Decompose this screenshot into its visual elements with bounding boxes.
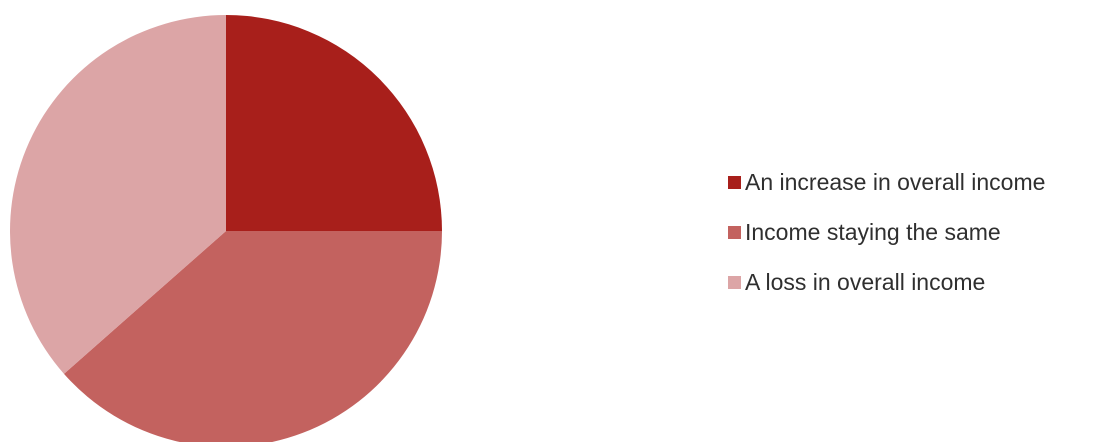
legend-swatch-loss (728, 275, 741, 289)
legend-label-increase: An increase in overall income (745, 168, 1046, 195)
legend-item-loss: A loss in overall income (728, 268, 1045, 296)
legend-label-same: Income staying the same (745, 218, 1001, 245)
pie-slice-1 (226, 15, 442, 231)
chart-legend: An increase in overall income Income sta… (728, 168, 1045, 296)
legend-item-same: Income staying the same (728, 218, 1045, 246)
pie-slice-3 (10, 14, 226, 374)
legend-item-increase: An increase in overall income (728, 168, 1045, 196)
legend-swatch-same (728, 225, 741, 239)
legend-label-loss: A loss in overall income (745, 268, 986, 295)
pie-slice-2 (63, 231, 442, 442)
legend-swatch-increase (728, 175, 741, 189)
